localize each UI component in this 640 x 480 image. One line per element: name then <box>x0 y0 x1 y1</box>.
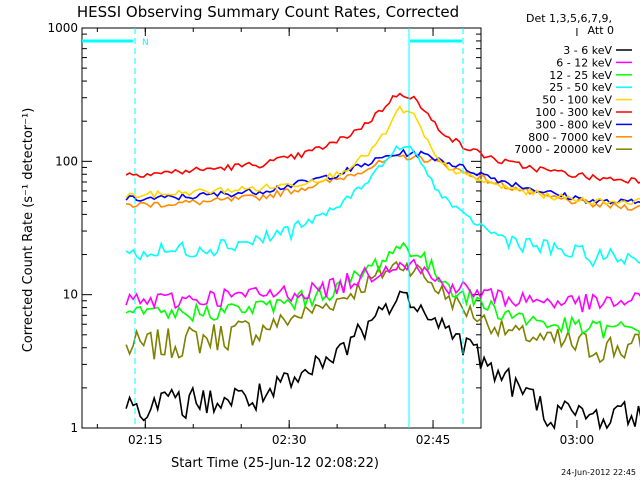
series-line-50-100-kev <box>125 105 640 206</box>
legend-entry-label: 300 - 800 keV <box>535 118 612 131</box>
timestamp: 24-Jun-2012 22:45 <box>561 468 636 477</box>
legend-entry-label: 7000 - 20000 keV <box>514 143 612 156</box>
x-tick-label: 02:15 <box>128 433 163 447</box>
series-line-800-7000-kev <box>125 153 640 211</box>
series-line-25-50-kev <box>125 144 640 268</box>
series-line-7000-20000-kev <box>125 260 640 364</box>
x-axis-label: Start Time (25-Jun-12 02:08:22) <box>171 456 379 471</box>
series-line-100-300-kev <box>125 92 640 184</box>
legend-entry-label: 3 - 6 keV <box>563 44 612 57</box>
series-line-6-12-kev <box>125 258 640 313</box>
y-tick-label: 10 <box>63 288 78 302</box>
y-tick-label: 100 <box>55 154 78 168</box>
plot-area: 110100100002:1502:3002:4503:0003:1503:30… <box>47 21 640 447</box>
x-tick-label: 02:45 <box>416 433 451 447</box>
plot-frame <box>81 27 482 429</box>
y-tick-label: 1 <box>70 421 78 435</box>
y-tick-label: 1000 <box>47 21 78 35</box>
legend-entry-label: 25 - 50 keV <box>549 81 612 94</box>
legend-entry-label: 800 - 7000 keV <box>528 131 612 144</box>
series-line-3-6-kev <box>125 290 640 431</box>
legend-entry-label: 50 - 100 keV <box>542 94 612 107</box>
chart-title: HESSI Observing Summary Count Rates, Cor… <box>77 3 459 21</box>
annotation-n: N <box>142 38 149 48</box>
legend-entry-label: 100 - 300 keV <box>535 106 612 119</box>
x-tick-label: 02:30 <box>272 433 307 447</box>
series-line-12-25-kev <box>125 241 640 339</box>
legend-entry-label: 12 - 25 keV <box>549 69 612 82</box>
legend-entry-label: 6 - 12 keV <box>556 56 612 69</box>
legend-header: Det 1,3,5,6,7,9, <box>526 12 612 25</box>
y-axis-label: Corrected Count Rate (s⁻¹ detector⁻¹) <box>21 108 36 353</box>
legend-header: Att 0 <box>588 24 614 37</box>
x-tick-label: 03:00 <box>560 433 595 447</box>
